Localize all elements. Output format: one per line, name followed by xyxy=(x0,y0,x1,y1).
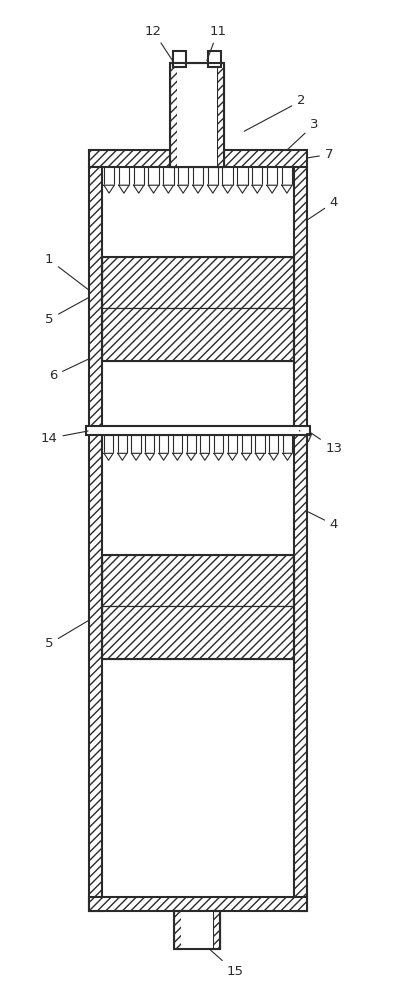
Polygon shape xyxy=(163,185,173,193)
Text: 5: 5 xyxy=(45,298,88,326)
Bar xyxy=(213,911,220,949)
Bar xyxy=(89,150,307,167)
Bar xyxy=(294,167,307,911)
Bar xyxy=(102,555,294,659)
Polygon shape xyxy=(133,185,144,193)
Text: 4: 4 xyxy=(306,196,338,220)
Text: 12: 12 xyxy=(145,25,173,61)
Bar xyxy=(181,911,213,949)
Bar xyxy=(89,167,102,911)
Polygon shape xyxy=(208,185,218,193)
Bar xyxy=(170,63,177,167)
Bar xyxy=(252,167,262,185)
Polygon shape xyxy=(119,185,129,193)
Bar xyxy=(86,426,310,435)
Bar xyxy=(102,257,294,308)
Bar xyxy=(104,435,113,453)
Text: 15: 15 xyxy=(209,949,243,978)
Bar xyxy=(269,435,278,453)
Text: 13: 13 xyxy=(310,432,343,455)
Polygon shape xyxy=(200,453,210,460)
Bar xyxy=(173,435,182,453)
Polygon shape xyxy=(187,453,196,460)
Polygon shape xyxy=(237,185,248,193)
Text: 11: 11 xyxy=(207,25,226,60)
Bar xyxy=(119,167,129,185)
Text: 6: 6 xyxy=(49,359,88,382)
Bar xyxy=(102,308,294,361)
Polygon shape xyxy=(214,453,223,460)
Polygon shape xyxy=(178,185,188,193)
Bar xyxy=(174,911,181,949)
Text: 3: 3 xyxy=(286,118,318,151)
Polygon shape xyxy=(193,185,203,193)
Polygon shape xyxy=(255,453,264,460)
Bar xyxy=(282,167,292,185)
Polygon shape xyxy=(104,185,114,193)
Polygon shape xyxy=(148,185,159,193)
Text: 5: 5 xyxy=(45,621,89,650)
Bar xyxy=(200,435,210,453)
Bar xyxy=(102,555,294,606)
Polygon shape xyxy=(282,185,292,193)
Bar xyxy=(148,167,159,185)
Text: 2: 2 xyxy=(244,94,306,131)
Bar xyxy=(214,435,223,453)
Bar xyxy=(222,167,233,185)
Polygon shape xyxy=(269,453,278,460)
Text: 4: 4 xyxy=(307,511,338,531)
Bar xyxy=(104,167,114,185)
Bar xyxy=(163,167,173,185)
Bar xyxy=(173,51,186,67)
Bar xyxy=(145,435,154,453)
Polygon shape xyxy=(131,453,141,460)
Bar xyxy=(178,167,188,185)
Polygon shape xyxy=(228,453,237,460)
Polygon shape xyxy=(145,453,154,460)
Bar xyxy=(208,167,218,185)
Bar xyxy=(237,167,248,185)
Bar xyxy=(102,257,294,361)
Bar xyxy=(102,606,294,659)
Polygon shape xyxy=(252,185,262,193)
Bar xyxy=(177,63,217,167)
Bar xyxy=(228,435,237,453)
Bar xyxy=(283,435,292,453)
Bar xyxy=(89,897,307,911)
Polygon shape xyxy=(222,185,233,193)
Bar xyxy=(131,435,141,453)
Bar xyxy=(255,435,264,453)
Bar xyxy=(217,63,224,167)
Text: 7: 7 xyxy=(307,148,333,161)
Bar xyxy=(193,167,203,185)
Text: 1: 1 xyxy=(45,253,89,290)
Bar xyxy=(241,435,251,453)
Text: 14: 14 xyxy=(40,431,88,445)
Bar xyxy=(267,167,277,185)
Bar xyxy=(187,435,196,453)
Polygon shape xyxy=(104,453,113,460)
Polygon shape xyxy=(118,453,127,460)
Polygon shape xyxy=(267,185,277,193)
Bar xyxy=(118,435,127,453)
Text: 7: 7 xyxy=(299,430,314,445)
Polygon shape xyxy=(159,453,168,460)
Bar xyxy=(133,167,144,185)
Polygon shape xyxy=(283,453,292,460)
Polygon shape xyxy=(241,453,251,460)
Bar xyxy=(170,63,224,167)
Bar xyxy=(208,51,221,67)
Polygon shape xyxy=(173,453,182,460)
Bar xyxy=(159,435,168,453)
Bar xyxy=(174,911,220,949)
